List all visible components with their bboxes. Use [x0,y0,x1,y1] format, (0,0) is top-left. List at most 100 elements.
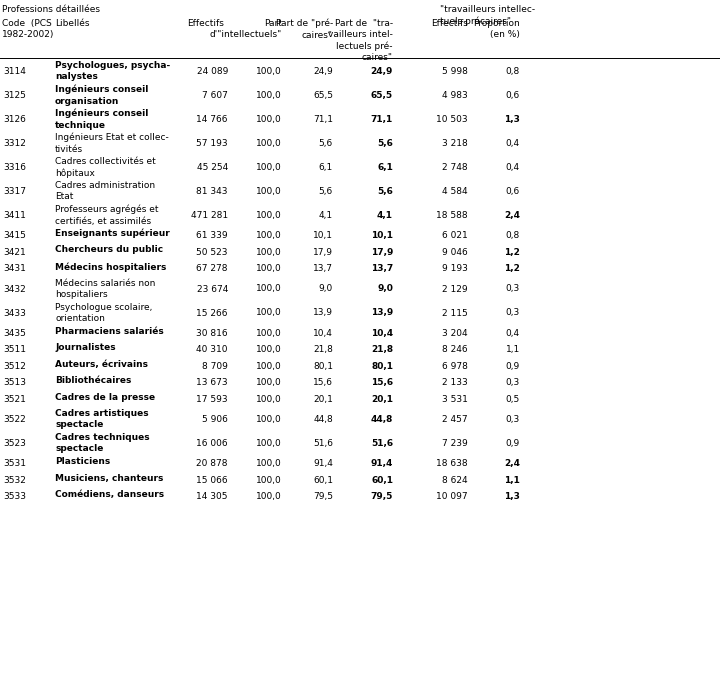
Text: Part de  "tra-
vailleurs intel-
lectuels pré-
caires": Part de "tra- vailleurs intel- lectuels … [328,19,393,62]
Text: Part de "pré-
caires": Part de "pré- caires" [276,19,333,40]
Text: Bibliothécaires: Bibliothécaires [55,376,131,385]
Text: 15 066: 15 066 [197,476,228,484]
Text: Cadres techniques
spectacle: Cadres techniques spectacle [55,433,150,453]
Text: 44,8: 44,8 [371,415,393,424]
Text: Effectifs: Effectifs [187,19,224,28]
Text: 3513: 3513 [3,378,26,388]
Text: 1,1: 1,1 [505,345,520,354]
Text: 4,1: 4,1 [319,211,333,220]
Text: 100,0: 100,0 [256,415,282,424]
Text: Proportion
(en %): Proportion (en %) [473,19,520,39]
Text: 1,2: 1,2 [504,264,520,273]
Text: 45 254: 45 254 [197,163,228,172]
Text: 21,8: 21,8 [371,345,393,354]
Text: Médecins salariés non
hospitaliers: Médecins salariés non hospitaliers [55,279,156,298]
Text: 2 115: 2 115 [442,309,468,318]
Text: Enseignants supérieur: Enseignants supérieur [55,229,170,238]
Text: 3432: 3432 [3,284,26,293]
Text: 100,0: 100,0 [256,492,282,501]
Text: 7 607: 7 607 [202,91,228,100]
Text: 5 998: 5 998 [442,67,468,76]
Text: 0,9: 0,9 [505,439,520,448]
Text: 91,4: 91,4 [313,459,333,468]
Text: 10 097: 10 097 [436,492,468,501]
Text: 2,4: 2,4 [504,211,520,220]
Text: 100,0: 100,0 [256,247,282,256]
Text: 0,3: 0,3 [505,415,520,424]
Text: 3317: 3317 [3,187,26,196]
Text: 81 343: 81 343 [197,187,228,196]
Text: 100,0: 100,0 [256,91,282,100]
Text: 3522: 3522 [3,415,26,424]
Text: 10,4: 10,4 [371,329,393,338]
Text: 3511: 3511 [3,345,26,354]
Text: 17,9: 17,9 [371,247,393,256]
Text: Ingénieurs conseil
technique: Ingénieurs conseil technique [55,109,148,130]
Text: 0,3: 0,3 [505,309,520,318]
Text: Journalistes: Journalistes [55,343,116,352]
Text: 67 278: 67 278 [197,264,228,273]
Text: 2,4: 2,4 [504,459,520,468]
Text: 40 310: 40 310 [197,345,228,354]
Text: 3316: 3316 [3,163,26,172]
Text: 15 266: 15 266 [197,309,228,318]
Text: 0,4: 0,4 [506,163,520,172]
Text: 100,0: 100,0 [256,187,282,196]
Text: 13,9: 13,9 [371,309,393,318]
Text: 10,1: 10,1 [313,231,333,240]
Text: Plasticiens: Plasticiens [55,457,110,466]
Text: 24 089: 24 089 [197,67,228,76]
Text: 100,0: 100,0 [256,163,282,172]
Text: Cadres de la presse: Cadres de la presse [55,392,155,401]
Text: 100,0: 100,0 [256,476,282,484]
Text: 16 006: 16 006 [197,439,228,448]
Text: Cadres administration
Etat: Cadres administration Etat [55,181,155,201]
Text: 14 766: 14 766 [197,115,228,124]
Text: 6,1: 6,1 [377,163,393,172]
Text: 13 673: 13 673 [197,378,228,388]
Text: 44,8: 44,8 [313,415,333,424]
Text: 21,8: 21,8 [313,345,333,354]
Text: 7 239: 7 239 [442,439,468,448]
Text: 2 129: 2 129 [442,284,468,293]
Text: 2 457: 2 457 [442,415,468,424]
Text: 24,9: 24,9 [313,67,333,76]
Text: 20,1: 20,1 [371,395,393,404]
Text: 18 588: 18 588 [436,211,468,220]
Text: 3415: 3415 [3,231,26,240]
Text: 5 906: 5 906 [202,415,228,424]
Text: 10,4: 10,4 [313,329,333,338]
Text: 3312: 3312 [3,139,26,148]
Text: 91,4: 91,4 [371,459,393,468]
Text: Code  (PCS
1982-2002): Code (PCS 1982-2002) [2,19,55,39]
Text: Médecins hospitaliers: Médecins hospitaliers [55,262,166,272]
Text: 13,7: 13,7 [371,264,393,273]
Text: 30 816: 30 816 [197,329,228,338]
Text: 3 218: 3 218 [442,139,468,148]
Text: 100,0: 100,0 [256,264,282,273]
Text: Effectifs: Effectifs [431,19,468,28]
Text: 24,9: 24,9 [371,67,393,76]
Text: 8 709: 8 709 [202,362,228,371]
Text: 3532: 3532 [3,476,26,484]
Text: 10,1: 10,1 [371,231,393,240]
Text: 65,5: 65,5 [371,91,393,100]
Text: 3533: 3533 [3,492,26,501]
Text: 0,5: 0,5 [505,395,520,404]
Text: 6 021: 6 021 [442,231,468,240]
Text: 100,0: 100,0 [256,362,282,371]
Text: 3523: 3523 [3,439,26,448]
Text: 80,1: 80,1 [371,362,393,371]
Text: 100,0: 100,0 [256,378,282,388]
Text: 50 523: 50 523 [197,247,228,256]
Text: 8 624: 8 624 [442,476,468,484]
Text: 3 204: 3 204 [442,329,468,338]
Text: 3126: 3126 [3,115,26,124]
Text: Part
d'"intellectuels": Part d'"intellectuels" [210,19,282,39]
Text: 0,6: 0,6 [505,91,520,100]
Text: Cadres collectivités et
hôpitaux: Cadres collectivités et hôpitaux [55,157,156,178]
Text: 100,0: 100,0 [256,139,282,148]
Text: 3125: 3125 [3,91,26,100]
Text: 5,6: 5,6 [319,139,333,148]
Text: 3411: 3411 [3,211,26,220]
